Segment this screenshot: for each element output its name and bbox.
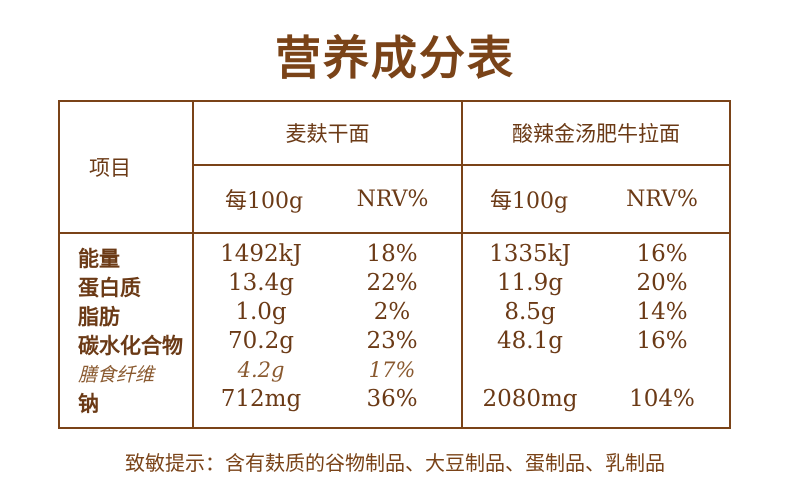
p1-carbohydrate-value: 70.2g — [228, 328, 294, 354]
p1-carbohydrate-nrv: 23% — [366, 328, 418, 354]
p1-fat-nrv: 2% — [373, 299, 411, 325]
product-2-nrv-header: NRV% — [626, 186, 698, 212]
p1-protein-value: 13.4g — [228, 270, 294, 296]
p1-energy-value: 1492kJ — [220, 241, 302, 267]
allergen-note: 致敏提示：含有麸质的谷物制品、大豆制品、蛋制品、乳制品 — [125, 451, 665, 475]
p2-carbohydrate-value: 48.1g — [497, 328, 563, 354]
product-1-nrv-header: NRV% — [356, 186, 429, 212]
p1-sodium-value: 712mg — [220, 386, 302, 412]
product-2-per100g-header: 每100g — [489, 189, 569, 214]
nutrition-table: 项目 麦麸干面 酸辣金汤肥牛拉面 每100g NRV% 每100g NRV% 能… — [58, 100, 731, 429]
p2-fat-value: 8.5g — [504, 299, 556, 325]
p2-sodium-value: 2080mg — [482, 386, 578, 412]
p1-energy-nrv: 18% — [366, 241, 418, 267]
divider — [461, 102, 463, 427]
row-label-carbohydrate: 碳水化合物 — [78, 334, 183, 358]
p2-energy-value: 1335kJ — [489, 241, 571, 267]
item-header: 项目 — [89, 156, 131, 180]
divider — [192, 102, 194, 427]
product-2-name: 酸辣金汤肥牛拉面 — [512, 122, 680, 146]
product-1-name: 麦麸干面 — [285, 122, 370, 146]
product-1-per100g-header: 每100g — [224, 189, 304, 214]
row-label-fat: 脂肪 — [78, 305, 120, 329]
p2-sodium-nrv: 104% — [629, 386, 695, 412]
p2-energy-nrv: 16% — [636, 241, 688, 267]
p1-fiber-value: 4.2g — [237, 358, 285, 382]
row-label-sodium: 钠 — [78, 392, 99, 416]
row-label-dietary-fiber: 膳食纤维 — [78, 364, 155, 386]
row-label-protein: 蛋白质 — [78, 276, 141, 300]
divider — [192, 164, 729, 166]
p2-protein-value: 11.9g — [497, 270, 563, 296]
page-title: 营养成分表 — [275, 31, 515, 85]
divider — [60, 232, 729, 234]
p1-fat-value: 1.0g — [235, 299, 287, 325]
p1-fiber-nrv: 17% — [368, 358, 416, 382]
p2-carbohydrate-nrv: 16% — [636, 328, 688, 354]
p2-fat-nrv: 14% — [636, 299, 688, 325]
p1-sodium-nrv: 36% — [366, 386, 418, 412]
row-label-energy: 能量 — [78, 247, 120, 271]
p2-protein-nrv: 20% — [636, 270, 688, 296]
p1-protein-nrv: 22% — [366, 270, 418, 296]
